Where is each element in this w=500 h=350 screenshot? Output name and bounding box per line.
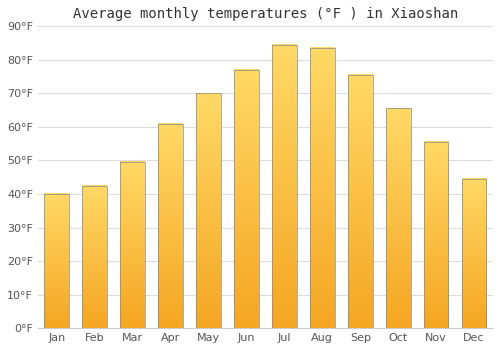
Bar [44,194,69,328]
Bar [234,70,259,328]
Bar [386,108,410,328]
Title: Average monthly temperatures (°F ) in Xiaoshan: Average monthly temperatures (°F ) in Xi… [73,7,458,21]
Bar [82,186,107,328]
Bar [158,124,183,328]
Bar [196,93,221,328]
Bar [424,142,448,328]
Bar [462,179,486,328]
Bar [272,45,296,328]
Bar [348,75,372,328]
Bar [120,162,145,328]
Bar [310,48,334,328]
